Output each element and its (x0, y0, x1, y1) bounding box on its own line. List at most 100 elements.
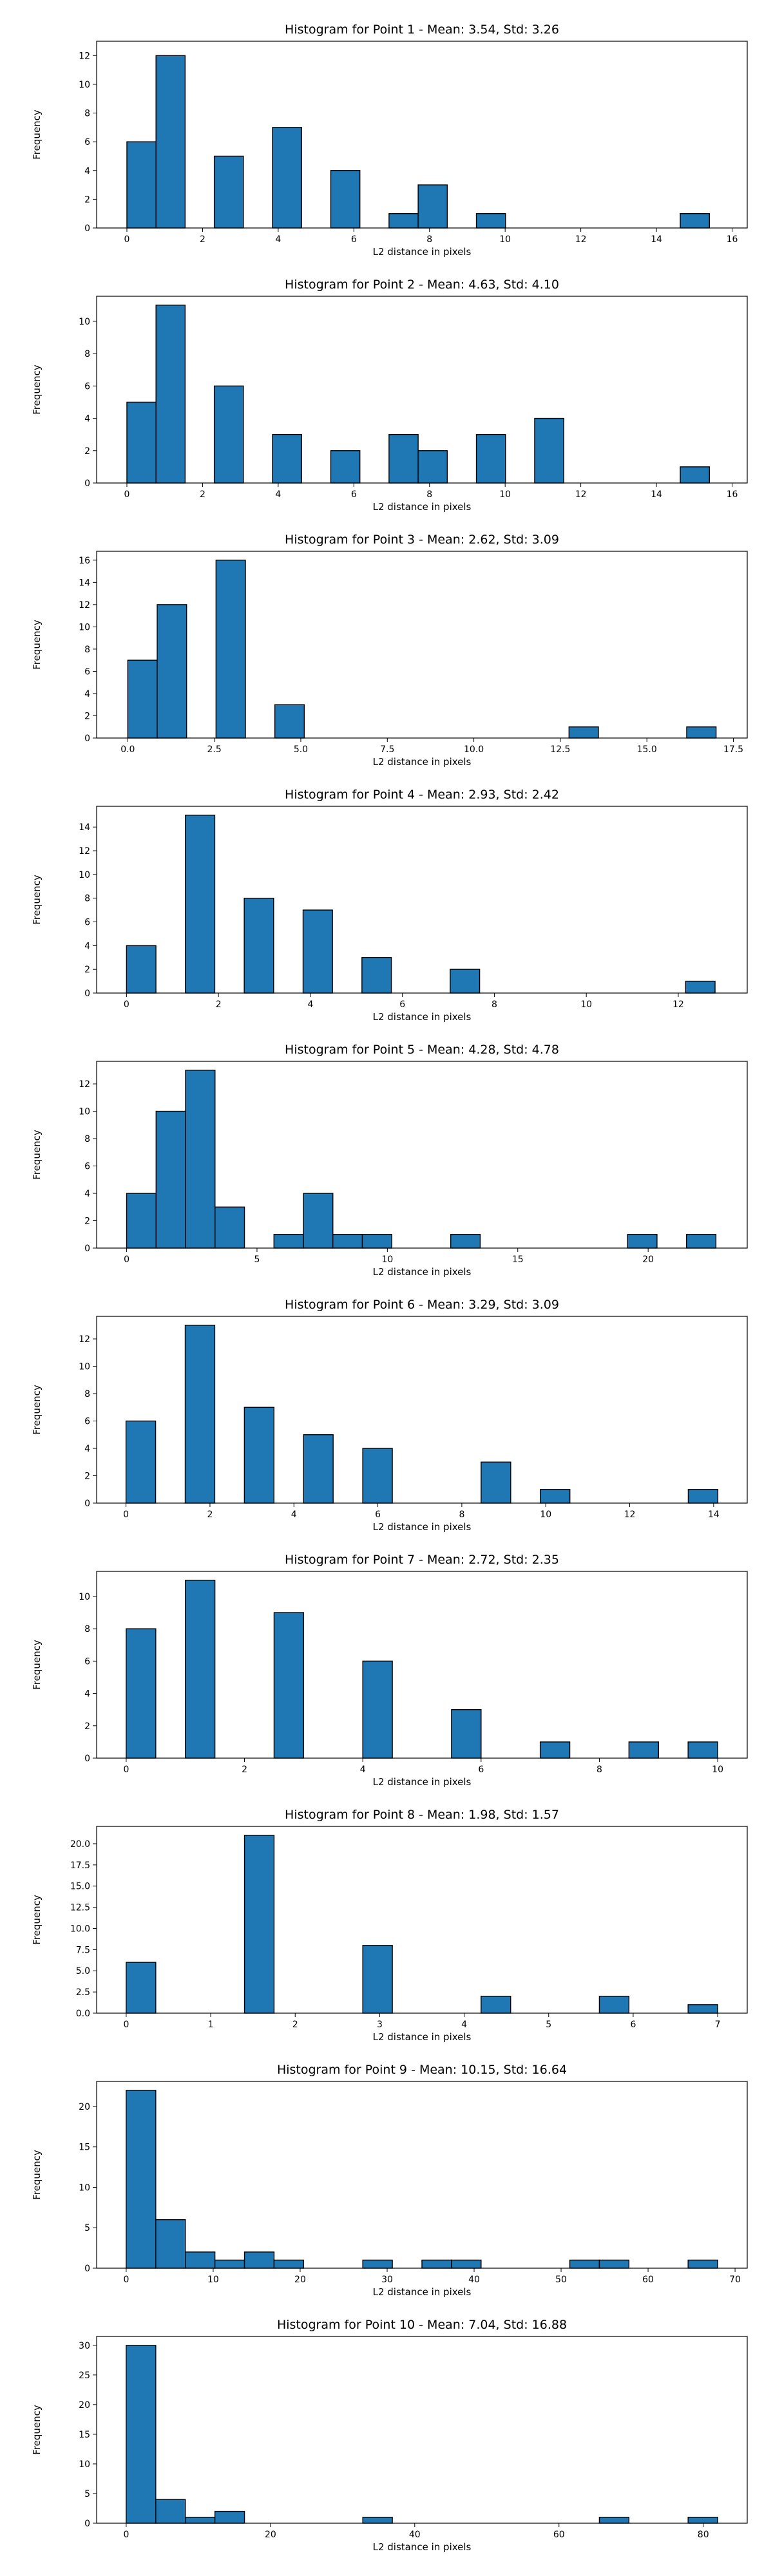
histogram-bar (539, 1741, 571, 1759)
plot-frame (96, 296, 748, 484)
y-tick-label: 6 (84, 381, 90, 392)
histogram-bar (685, 1234, 717, 1249)
histogram-bar (687, 2004, 718, 2014)
histogram-bar (598, 2517, 630, 2524)
histogram-bar (685, 980, 716, 994)
histogram-bar (569, 2259, 600, 2269)
y-tick-label: 2 (84, 1721, 90, 1732)
y-axis-label: Frequency (31, 875, 43, 925)
y-axis-label: Frequency (31, 109, 43, 160)
y-tick-label: 8 (84, 349, 90, 359)
histogram-bar (330, 170, 361, 229)
x-axis-label: L2 distance in pixels (373, 2541, 472, 2553)
x-tick-label: 80 (698, 2530, 709, 2540)
x-tick-label: 4 (360, 1765, 366, 1775)
histogram-bar (215, 560, 246, 739)
y-axis-label: Frequency (31, 1130, 43, 1180)
plot-frame (96, 2336, 748, 2524)
y-tick-label: 10.0 (70, 1924, 90, 1934)
y-tick-label: 10 (79, 1592, 90, 1602)
x-tick-label: 4 (275, 234, 281, 245)
x-axis-label: L2 distance in pixels (373, 756, 472, 768)
x-tick-label: 10.0 (464, 744, 484, 755)
histogram-bar (274, 704, 305, 739)
y-tick-label: 12.5 (70, 1903, 90, 1913)
y-tick-label: 4 (84, 166, 90, 176)
y-tick-label: 10 (79, 1362, 90, 1372)
histogram-bar (243, 2251, 275, 2269)
histogram-bar (243, 1835, 275, 2014)
x-tick-label: 20 (642, 1255, 654, 1265)
plot-frame (96, 41, 748, 229)
x-tick-label: 4 (291, 1510, 297, 1520)
x-tick-label: 70 (729, 2275, 741, 2285)
plot-frame (96, 551, 748, 739)
plot-frame (96, 2081, 748, 2269)
histogram-bar (687, 2517, 718, 2524)
x-tick-label: 2 (200, 489, 205, 500)
chart-title: Histogram for Point 5 - Mean: 4.28, Std:… (285, 1043, 559, 1057)
histogram-panel-6: Histogram for Point 6 - Mean: 3.29, Std:… (31, 1298, 748, 1533)
y-tick-label: 4 (84, 414, 90, 424)
x-tick-label: 12 (673, 999, 684, 1010)
histogram-bar (185, 2251, 216, 2269)
histogram-bar (243, 897, 274, 994)
x-tick-label: 8 (596, 1765, 602, 1775)
y-axis-label: Frequency (31, 1895, 43, 1945)
x-tick-label: 10 (207, 2275, 219, 2285)
histogram-bar (362, 2517, 393, 2524)
y-tick-label: 6 (84, 1656, 90, 1667)
y-tick-label: 7.5 (76, 1945, 90, 1955)
x-tick-label: 5 (546, 2020, 551, 2030)
x-tick-label: 16 (727, 234, 738, 245)
y-tick-label: 6 (84, 918, 90, 928)
y-tick-label: 15 (79, 2143, 90, 2153)
histogram-bar (568, 726, 599, 739)
histogram-bar (185, 815, 216, 994)
histogram-bar (126, 1962, 157, 2014)
histogram-panel-2: Histogram for Point 2 - Mean: 4.63, Std:… (31, 278, 748, 513)
y-tick-label: 15.0 (70, 1882, 90, 1892)
x-tick-label: 0 (124, 234, 130, 245)
histogram-bar (126, 1628, 157, 1759)
histogram-bar (451, 1709, 482, 1759)
histogram-bar (213, 155, 244, 229)
plot-frame (96, 806, 748, 994)
x-axis-label: L2 distance in pixels (373, 1011, 472, 1023)
y-axis-label: Frequency (31, 2150, 43, 2200)
y-tick-label: 8 (84, 1389, 90, 1399)
plot-frame (96, 1316, 748, 1504)
x-tick-label: 60 (553, 2530, 565, 2540)
histogram-bar (126, 401, 157, 484)
histogram-bar (184, 1325, 216, 1504)
x-tick-label: 10 (540, 1510, 551, 1520)
y-tick-label: 0 (84, 2264, 90, 2274)
histogram-bar (686, 726, 717, 739)
x-tick-label: 6 (399, 999, 405, 1010)
x-tick-label: 0 (124, 489, 130, 500)
histogram-bar (126, 945, 157, 994)
histogram-bar (127, 659, 158, 739)
x-tick-label: 3 (377, 2020, 383, 2030)
x-tick-label: 7.5 (380, 744, 394, 755)
x-tick-label: 14 (651, 489, 662, 500)
x-tick-label: 60 (642, 2275, 654, 2285)
x-tick-label: 2 (292, 2020, 298, 2030)
histogram-bar (475, 433, 506, 484)
y-tick-label: 6 (84, 1417, 90, 1427)
y-axis-label: Frequency (31, 1385, 43, 1435)
x-tick-label: 0 (123, 1765, 129, 1775)
y-axis-label: Frequency (31, 365, 43, 415)
histogram-bar (303, 1193, 334, 1249)
histogram-bar (214, 2259, 245, 2269)
x-tick-label: 4 (461, 2020, 467, 2030)
histogram-bar (687, 1741, 718, 1759)
x-tick-label: 0 (123, 2530, 129, 2540)
x-tick-label: 0 (123, 1510, 129, 1520)
x-tick-label: 40 (409, 2530, 421, 2540)
y-tick-label: 14 (79, 822, 90, 833)
y-tick-label: 4 (84, 689, 90, 699)
x-axis-label: L2 distance in pixels (373, 1776, 472, 1788)
x-tick-label: 17.5 (723, 744, 743, 755)
y-tick-label: 16 (79, 556, 90, 566)
